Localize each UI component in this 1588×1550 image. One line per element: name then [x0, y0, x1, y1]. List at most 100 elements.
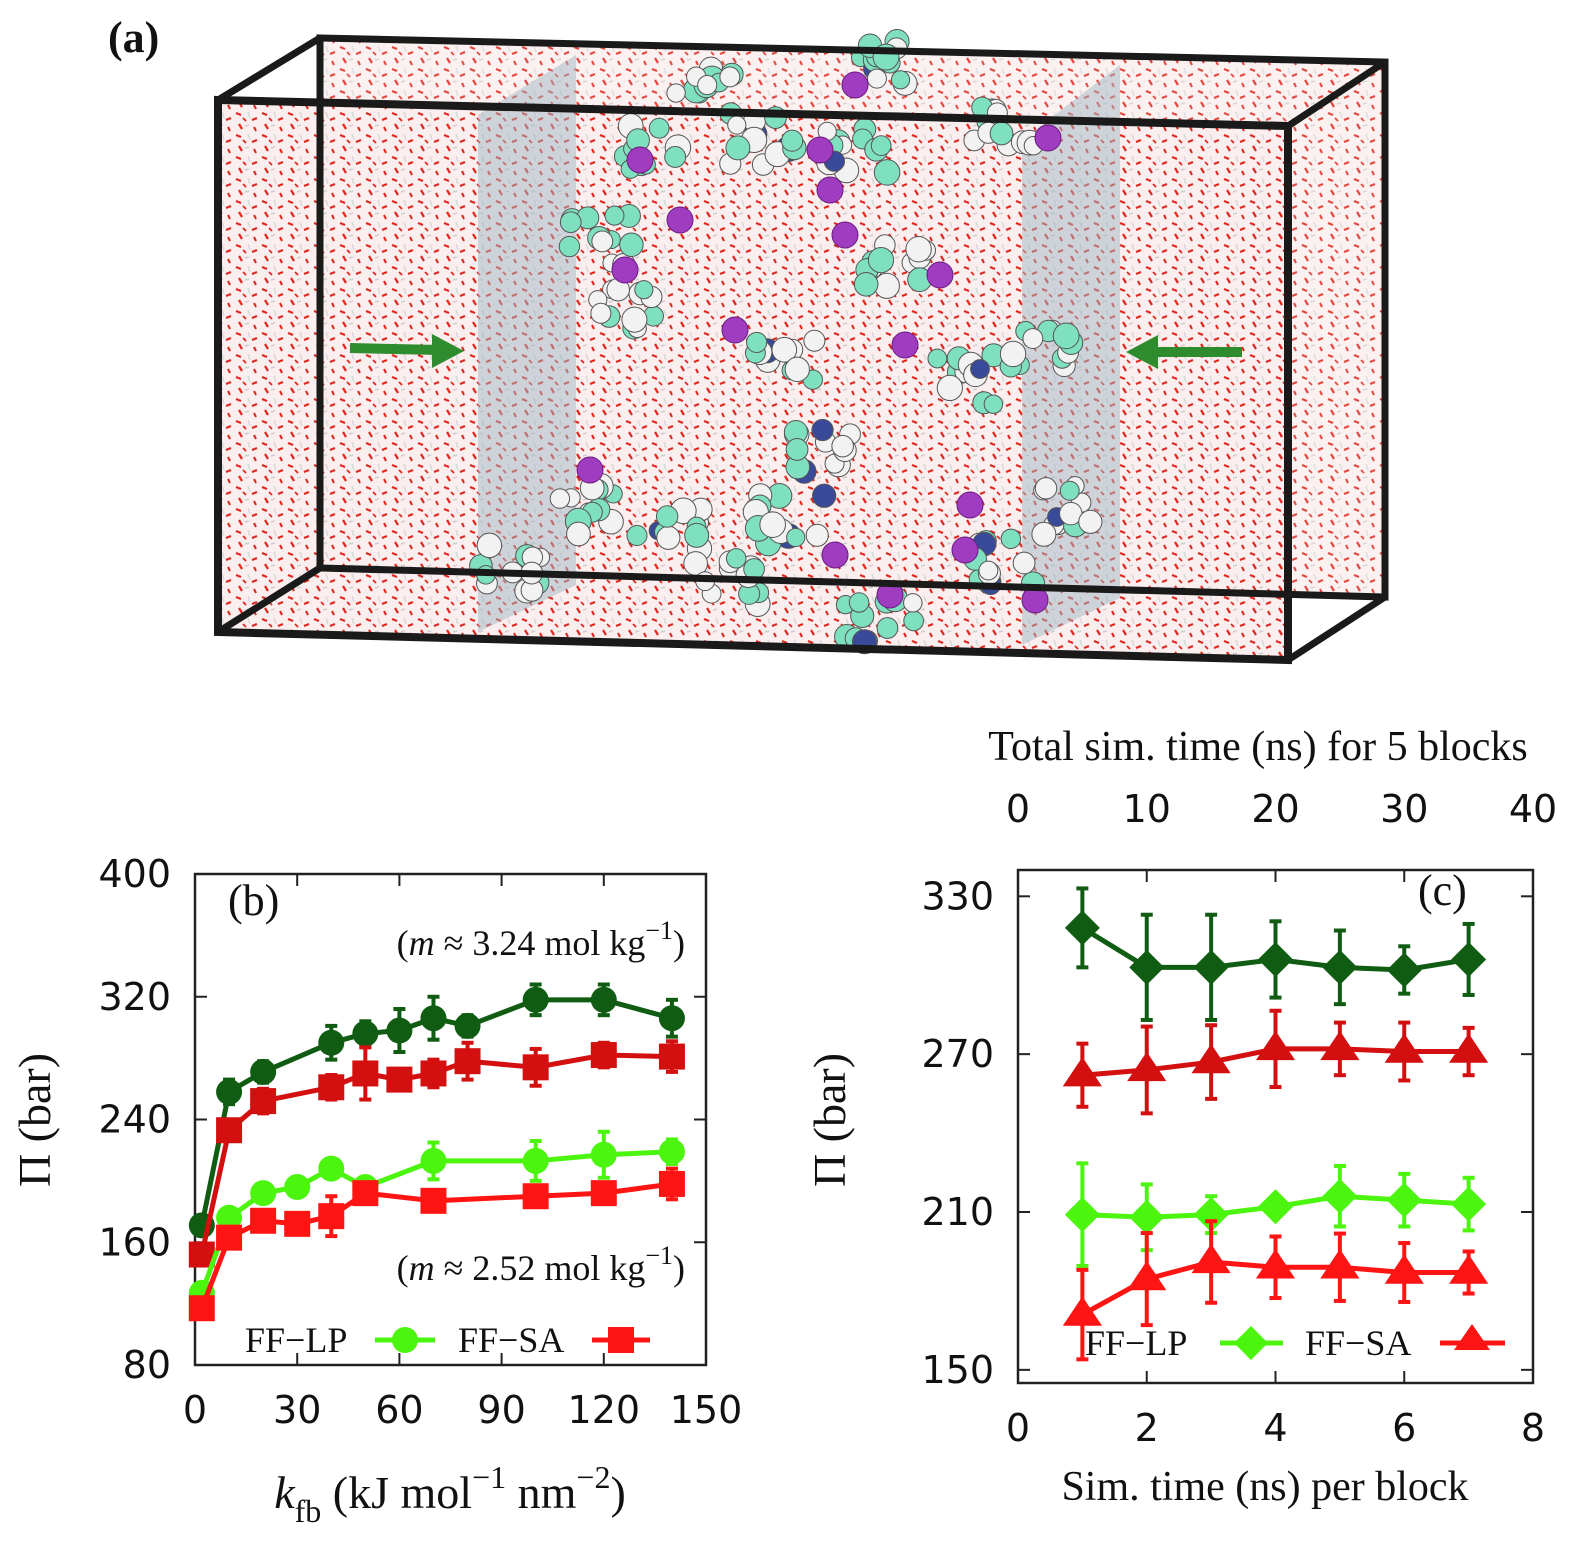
- data-point: [1322, 949, 1358, 985]
- data-point: [1320, 1249, 1360, 1279]
- annotation-text: ≈ 2.52 mol kg: [435, 1248, 646, 1288]
- x-tick-label: 60: [375, 1388, 423, 1432]
- data-point: [250, 1180, 277, 1207]
- ion: [816, 176, 844, 204]
- data-point: [250, 1207, 277, 1234]
- atom: [805, 523, 829, 547]
- data-point: [590, 1042, 617, 1069]
- data-point: [1258, 941, 1293, 977]
- xlabel-sub: fb: [295, 1493, 322, 1529]
- atom: [866, 68, 887, 89]
- ion: [806, 136, 834, 164]
- atom: [999, 340, 1027, 368]
- top-x-tick-label: 40: [1509, 787, 1557, 831]
- ion: [721, 316, 749, 344]
- y-tick-label: 270: [921, 1032, 994, 1076]
- data-point: [658, 1138, 685, 1165]
- atom: [784, 356, 810, 382]
- annotation-var: m: [409, 1248, 435, 1288]
- data-point: [658, 1043, 685, 1070]
- data-point: [590, 986, 617, 1013]
- x-tick-label: 90: [477, 1388, 525, 1432]
- legend-marker: [1454, 1324, 1490, 1350]
- top-x-tick-label: 20: [1251, 787, 1299, 831]
- x-tick-label: 30: [273, 1388, 321, 1432]
- molality-annotation: (m ≈ 3.24 mol kg−1): [397, 916, 685, 963]
- data-point: [522, 986, 549, 1013]
- atom: [785, 438, 809, 461]
- data-point: [1062, 1296, 1102, 1326]
- atom: [591, 230, 614, 253]
- xlabel-k: k: [274, 1467, 296, 1518]
- data-point: [1191, 1043, 1231, 1074]
- xlabel-rest: (kJ mol: [321, 1467, 472, 1518]
- atom: [719, 66, 741, 88]
- data-point: [318, 1074, 345, 1101]
- data-point: [1255, 1249, 1296, 1279]
- atom: [655, 505, 679, 528]
- atom: [697, 75, 718, 96]
- data-point: [590, 1141, 617, 1168]
- data-point: [1062, 1057, 1102, 1087]
- data-point: [1386, 952, 1422, 988]
- series-FF−SA-2.52: [1062, 1219, 1489, 1362]
- y-tick-label: 160: [98, 1220, 171, 1264]
- x-tick-label: 8: [1521, 1406, 1545, 1450]
- panel-b-label: (b): [228, 876, 279, 925]
- data-point: [522, 1054, 549, 1081]
- panel-c-chart: 150 210 270 330 0 2 4 6 8 0 10 20 30 40 Total sim. tim…: [804, 724, 1557, 1510]
- ion: [891, 331, 919, 359]
- data-point: [1384, 1254, 1424, 1284]
- atom: [1078, 509, 1103, 534]
- y-tick-label: 80: [123, 1343, 171, 1387]
- ion: [951, 536, 979, 564]
- xlabel-sup: −1: [472, 1459, 506, 1495]
- data-point: [1384, 1033, 1424, 1063]
- atom: [684, 522, 710, 548]
- annotation-paren: ): [673, 1248, 685, 1288]
- data-point: [1064, 1197, 1100, 1233]
- atom: [664, 146, 687, 168]
- data-point: [216, 1078, 243, 1105]
- data-point: [1129, 1199, 1165, 1235]
- y-axis-label: Π (bar): [804, 1053, 855, 1187]
- annotation-text: ≈ 3.24 mol kg: [435, 923, 646, 963]
- atom: [936, 374, 963, 402]
- ion: [576, 456, 604, 484]
- legend-label-ff-lp: FF−LP: [1085, 1323, 1187, 1363]
- y-tick-label: 150: [921, 1348, 994, 1392]
- series-FF−SA-3.24: [188, 1039, 685, 1268]
- atom: [989, 121, 1014, 146]
- series-line: [199, 1181, 673, 1310]
- data-point: [454, 1012, 481, 1039]
- y-tick-label: 400: [98, 852, 171, 896]
- data-point: [1255, 1030, 1296, 1061]
- atom: [870, 135, 892, 156]
- atom: [725, 135, 751, 161]
- data-point: [420, 1147, 447, 1174]
- top-x-tick-label: 0: [1006, 787, 1030, 831]
- atom: [1034, 477, 1058, 500]
- data-point: [216, 1224, 243, 1251]
- atom: [978, 560, 999, 581]
- annotation-paren: (: [397, 1248, 409, 1288]
- data-point: [318, 1155, 345, 1182]
- atom: [1022, 328, 1044, 349]
- data-point: [1322, 1178, 1358, 1214]
- atom: [476, 532, 503, 559]
- ion: [841, 71, 869, 99]
- data-point: [284, 1210, 311, 1237]
- annotation-paren: ): [673, 923, 685, 963]
- atom: [634, 280, 654, 300]
- legend-marker: [1234, 1326, 1268, 1360]
- y-tick-label: 320: [98, 975, 171, 1019]
- ion: [1034, 124, 1062, 152]
- x-tick-label: 150: [670, 1388, 743, 1432]
- atom: [803, 329, 826, 352]
- ion: [666, 206, 694, 234]
- atom: [848, 592, 870, 613]
- atom: [621, 306, 648, 333]
- legend-marker: [392, 1327, 418, 1353]
- annotation-paren: (: [397, 923, 409, 963]
